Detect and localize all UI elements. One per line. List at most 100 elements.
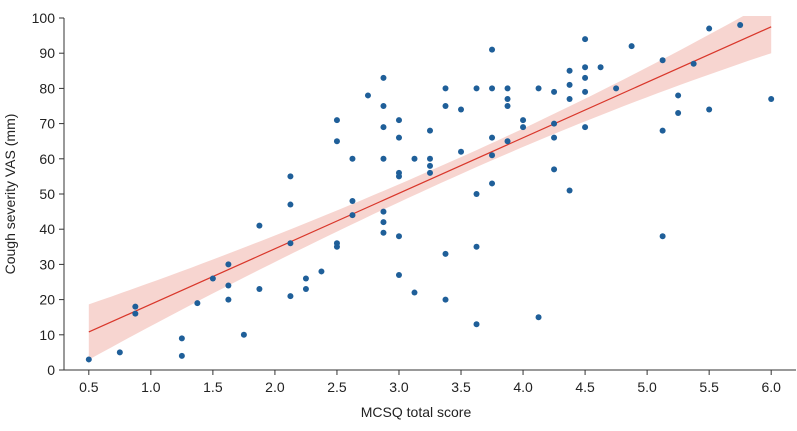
- data-point: [427, 127, 433, 134]
- data-point: [427, 162, 433, 169]
- data-point: [333, 117, 340, 124]
- data-point: [427, 169, 433, 176]
- y-tick-label: 90: [39, 45, 55, 61]
- data-point: [489, 180, 496, 187]
- y-tick-label: 60: [39, 151, 55, 167]
- data-point: [597, 64, 604, 71]
- data-point: [737, 22, 744, 29]
- data-point: [504, 95, 511, 102]
- y-tick-label: 70: [39, 116, 55, 132]
- y-tick-label: 20: [39, 292, 55, 308]
- y-tick-label: 0: [47, 362, 55, 378]
- data-point: [690, 60, 697, 67]
- data-point: [442, 250, 449, 257]
- data-point: [706, 106, 713, 113]
- data-point: [178, 352, 185, 359]
- data-point: [551, 166, 558, 173]
- data-point: [85, 356, 92, 363]
- x-tick-label: 4.0: [513, 379, 533, 395]
- data-point: [504, 85, 511, 92]
- y-tick-label: 50: [39, 186, 55, 202]
- data-point: [582, 64, 589, 71]
- data-point: [675, 92, 682, 99]
- data-point: [659, 57, 666, 64]
- x-tick-label: 2.0: [265, 379, 285, 395]
- data-point: [442, 296, 449, 303]
- data-point: [349, 212, 356, 219]
- x-tick-label: 0.5: [79, 379, 99, 395]
- data-point: [333, 138, 340, 145]
- x-tick-label: 1.5: [203, 379, 223, 395]
- data-point: [427, 155, 433, 162]
- data-point: [566, 95, 573, 102]
- data-point: [411, 289, 418, 296]
- data-point: [504, 103, 511, 109]
- data-point: [566, 81, 573, 88]
- data-point: [504, 138, 511, 145]
- data-point: [566, 67, 573, 74]
- data-point: [395, 271, 402, 278]
- data-point: [489, 134, 496, 141]
- data-point: [349, 198, 356, 205]
- data-point: [380, 208, 387, 215]
- data-point: [458, 148, 465, 155]
- data-point: [520, 117, 527, 124]
- x-tick-label: 3.5: [451, 379, 471, 395]
- y-tick-label: 100: [32, 10, 56, 26]
- data-point: [380, 219, 387, 226]
- data-point: [209, 275, 216, 282]
- data-point: [225, 296, 232, 303]
- data-point: [582, 36, 589, 43]
- data-point: [442, 103, 449, 109]
- data-point: [380, 103, 387, 109]
- data-point: [116, 349, 123, 356]
- data-point: [628, 43, 635, 50]
- data-point: [287, 293, 294, 300]
- data-point: [473, 243, 480, 250]
- data-point: [395, 117, 402, 124]
- data-point: [566, 187, 573, 194]
- data-point: [380, 229, 387, 236]
- data-point: [473, 191, 480, 197]
- data-point: [489, 152, 496, 159]
- data-point: [520, 124, 527, 131]
- data-point: [287, 201, 294, 208]
- data-point: [395, 233, 402, 240]
- data-point: [395, 134, 402, 141]
- data-point: [675, 110, 682, 117]
- regression-line: [88, 26, 772, 333]
- y-tick-label: 10: [39, 327, 55, 343]
- data-point: [458, 106, 465, 113]
- data-point: [551, 134, 558, 141]
- data-point: [489, 85, 496, 92]
- data-point: [132, 310, 139, 317]
- plot-area: [85, 16, 775, 363]
- x-tick-label: 5.0: [637, 379, 657, 395]
- confidence-band: [88, 16, 772, 360]
- data-point: [364, 92, 371, 99]
- x-tick-label: 4.5: [575, 379, 595, 395]
- data-point: [256, 286, 263, 293]
- data-point: [395, 173, 402, 180]
- x-tick-label: 5.5: [699, 379, 719, 395]
- data-point: [659, 127, 666, 134]
- data-point: [380, 124, 387, 131]
- data-point: [240, 331, 247, 338]
- data-point: [194, 300, 201, 307]
- y-axis-title: Cough severity VAS (mm): [2, 114, 18, 275]
- data-point: [287, 173, 294, 180]
- x-tick-label: 6.0: [761, 379, 781, 395]
- data-point: [582, 74, 589, 81]
- x-tick-label: 2.5: [327, 379, 347, 395]
- data-point: [302, 286, 309, 293]
- x-tick-label: 1.0: [141, 379, 161, 395]
- data-point: [225, 261, 232, 268]
- data-point: [380, 155, 387, 162]
- y-tick-label: 30: [39, 256, 55, 272]
- x-tick-label: 3.0: [389, 379, 409, 395]
- data-point: [582, 124, 589, 131]
- axes: 0.5 1.0 1.5 2.0 2.5 3.0 3.5 4.0 4.5 5.0 5.5 6.0 0 10 2…: [32, 10, 796, 395]
- data-point: [411, 155, 418, 162]
- data-point: [473, 85, 480, 92]
